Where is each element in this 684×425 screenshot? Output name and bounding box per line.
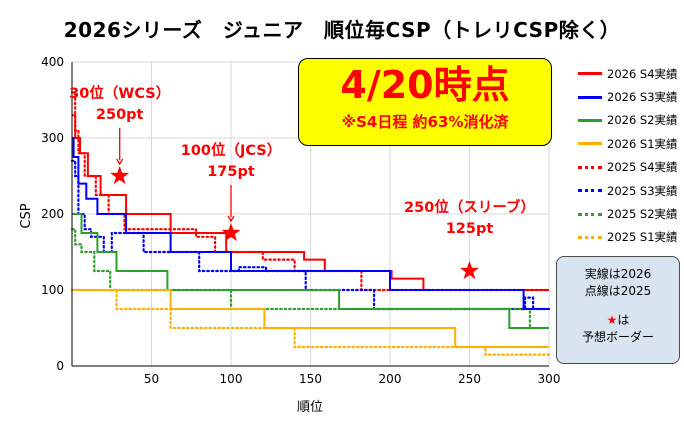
y-tick-label: 0	[56, 359, 64, 373]
legend-item: 2025 S4実績	[578, 156, 682, 179]
y-tick-label: 200	[41, 207, 64, 221]
legend-swatch	[578, 235, 602, 239]
series-line-2026-s3	[72, 137, 549, 310]
legend-label: 2026 S3実績	[607, 90, 678, 105]
border-annotation-rank: 250位（スリーブ）	[404, 200, 535, 216]
border-annotation-points: 125pt	[445, 221, 494, 237]
headline-progress-note: ※S4日程 約63%消化済	[341, 113, 509, 131]
border-star-icon	[110, 166, 130, 185]
legend-item: 2025 S1実績	[578, 226, 682, 249]
series-line-2025-s4	[70, 91, 551, 292]
legend-label: 2026 S4実績	[607, 66, 678, 81]
series-line-2026-s4	[72, 114, 549, 291]
note-box: 実線は2026 点線は2025 ★は 予想ボーダー	[556, 256, 680, 364]
y-axis-label: CSP	[19, 203, 34, 228]
note-star-row: ★は	[557, 312, 679, 329]
legend-swatch	[578, 165, 602, 169]
series-line-2026-s2	[72, 213, 549, 329]
legend-swatch	[578, 118, 602, 122]
star-icon: ★	[606, 313, 618, 327]
legend-swatch	[578, 212, 602, 216]
legend-label: 2025 S2実績	[607, 207, 678, 222]
border-annotation: 100位（JCS） 175pt	[161, 141, 301, 183]
y-tick-label: 400	[41, 55, 64, 69]
x-tick-label: 100	[220, 372, 243, 386]
note-solid-line: 実線は2026	[584, 267, 652, 281]
border-stars	[110, 128, 479, 280]
border-annotation-rank: 30位（WCS）	[69, 86, 171, 102]
border-annotation-rank: 100位（JCS）	[180, 143, 282, 159]
y-tick-label: 300	[41, 131, 64, 145]
series-lines	[70, 91, 551, 356]
x-tick-label: 300	[538, 372, 561, 386]
note-border-text: 予想ボーダー	[581, 330, 654, 344]
axes: 0 100 200 300 400 50 100 150 200 250 300	[41, 55, 560, 386]
x-axis-label: 順位	[297, 400, 323, 415]
y-tick-label: 100	[41, 283, 64, 297]
legend-label: 2026 S1実績	[607, 136, 678, 151]
legend-item: 2025 S2実績	[578, 202, 682, 225]
border-annotation: 30位（WCS） 250pt	[50, 84, 190, 126]
x-tick-label: 50	[144, 372, 159, 386]
x-tick-label: 150	[299, 372, 322, 386]
x-tick-label: 200	[379, 372, 402, 386]
legend-item: 2026 S3実績	[578, 85, 682, 108]
legend-item: 2025 S3実績	[578, 179, 682, 202]
legend-label: 2025 S4実績	[607, 160, 678, 175]
note-dotted-line: 点線は2025	[584, 284, 652, 298]
legend-item: 2026 S1実績	[578, 132, 682, 155]
border-star-icon	[221, 223, 241, 242]
headline-date: 4/20時点	[340, 63, 510, 107]
note-star-text: は	[617, 313, 630, 327]
border-annotation-points: 250pt	[95, 107, 144, 123]
legend: 2026 S4実績 2026 S3実績 2026 S2実績 2026 S1実績 2025…	[578, 62, 682, 249]
border-annotation-points: 175pt	[207, 164, 255, 180]
x-tick-label: 250	[458, 372, 481, 386]
legend-item: 2026 S4実績	[578, 62, 682, 85]
legend-label: 2025 S3実績	[607, 183, 678, 198]
border-arrow-head	[227, 215, 235, 223]
headline-box: 4/20時点 ※S4日程 約63%消化済	[298, 58, 552, 146]
series-line-2025-s1	[70, 288, 551, 356]
series-line-2026-s1	[72, 289, 549, 348]
legend-label: 2025 S1実績	[607, 230, 678, 245]
legend-swatch	[578, 95, 602, 99]
legend-label: 2026 S2実績	[607, 113, 678, 128]
legend-item: 2026 S2実績	[578, 109, 682, 132]
border-star-icon	[460, 261, 479, 280]
border-annotation: 250位（スリーブ） 125pt	[400, 198, 540, 240]
chart-title: 2026シリーズ ジュニア 順位毎CSP（トレリCSP除く）	[63, 18, 621, 42]
legend-swatch	[578, 72, 602, 76]
legend-swatch	[578, 142, 602, 146]
border-arrow-head	[116, 158, 124, 166]
legend-swatch	[578, 189, 602, 193]
